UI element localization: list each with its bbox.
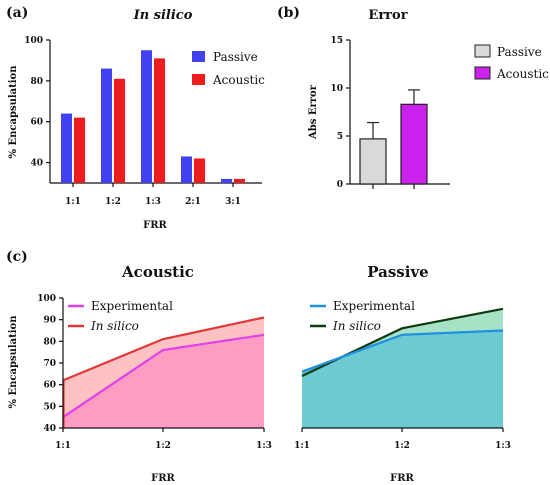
bar-passive-1-1 [61, 113, 72, 183]
legend-swatch-passive-b [474, 44, 491, 58]
bar-passive-1-2 [101, 68, 112, 183]
panel-a-y-tick-label: 40 [30, 159, 43, 169]
legend-swatch-acoustic-b [474, 66, 491, 80]
panel-c-right-line-experimental [301, 329, 504, 373]
panel-b-y-tick-label: 0 [337, 180, 343, 190]
panel-a-label: (a) [6, 5, 28, 21]
panel-b-title: Error [368, 8, 407, 23]
legend-label-passive: Passive [213, 50, 258, 64]
bar-acoustic-1-2 [114, 78, 125, 183]
legend-label-acoustic-b: Acoustic [496, 67, 549, 81]
panel-c-right-x-label: FRR [390, 473, 414, 484]
panel-a-y-label: % Encapsulation [8, 65, 19, 159]
panel-c-y-tick-label: 70 [43, 359, 56, 369]
bar-acoustic-2-1 [194, 158, 205, 183]
legend-label-passive-b: Passive [497, 45, 542, 59]
panel-c-left-legend: Experimental In silico [68, 299, 173, 333]
panel-c-y-label: % Encapsulation [8, 315, 19, 409]
legend-label-acoustic: Acoustic [212, 73, 265, 87]
panel-c-left-x-label: FRR [151, 473, 175, 484]
panel-c-y-tick-label: 80 [43, 337, 56, 347]
panel-b-y-tick-label: 10 [330, 84, 343, 94]
panel-a-x-tick-label: 1:3 [145, 197, 161, 207]
panel-c-right-legend: Experimental In silico [310, 299, 415, 333]
bar-acoustic-3-1 [234, 178, 245, 183]
legend-label-experimental-left: Experimental [91, 299, 173, 313]
panel-c-left-line-in-silico [62, 316, 265, 382]
panel-a-x-tick-label: 1:2 [105, 197, 121, 207]
panel-c-right-x-tick-label: 1:2 [394, 441, 410, 451]
panel-b-y-tick-label: 15 [330, 36, 343, 46]
panel-c: (c) Acoustic Passive % Encapsulation 40 5… [6, 249, 511, 484]
panel-a-y-tick-label: 80 [30, 77, 43, 87]
bar-acoustic-1-1 [74, 117, 85, 183]
panel-a-y-tick-label: 60 [30, 118, 43, 128]
legend-label-insilico-right: In silico [332, 319, 381, 333]
panel-c-label: (c) [6, 249, 28, 265]
panel-a-x-tick-label: 1:1 [65, 197, 81, 207]
panel-c-y-tick-label: 60 [43, 381, 56, 391]
bar-acoustic-1-3 [154, 58, 165, 184]
panel-a-x-tick-label: 3:1 [225, 197, 241, 207]
bar-passive-error [359, 138, 387, 185]
panel-c-left-area-experimental [63, 334, 264, 428]
panel-c-right-area-experimental [302, 330, 503, 428]
bar-passive-1-3 [141, 50, 152, 183]
panel-c-y-tick-label: 90 [43, 316, 56, 326]
panel-c-left-line-experimental [62, 333, 265, 419]
bar-passive-2-1 [181, 156, 192, 183]
panel-c-y-tick-label: 50 [43, 402, 56, 412]
panel-c-left-x-tick-label: 1:2 [155, 441, 171, 451]
panel-a-x-label: FRR [143, 220, 167, 231]
bar-acoustic-error [400, 103, 428, 185]
legend-label-experimental-right: Experimental [333, 299, 415, 313]
panel-a-y-tick-label: 100 [24, 36, 43, 46]
panel-c-right-title: Passive [367, 263, 428, 281]
legend-swatch-passive [192, 51, 205, 62]
panel-a-title: In silico [133, 8, 193, 23]
panel-c-right-x-tick-label: 1:3 [495, 441, 511, 451]
panel-c-right-x-tick-label: 1:1 [294, 441, 310, 451]
panel-b-label: (b) [277, 5, 300, 21]
legend-label-insilico-left: In silico [90, 319, 139, 333]
panel-a: (a) In silico % Encapsulation FRR 40 60 80… [6, 5, 265, 231]
panel-c-left-title: Acoustic [121, 263, 194, 281]
panel-c-y-tick-label: 100 [37, 294, 56, 304]
bar-passive-3-1 [221, 178, 232, 183]
panel-a-x-tick-label: 2:1 [185, 197, 201, 207]
panel-c-left-x-tick-label: 1:1 [55, 441, 71, 451]
legend-swatch-acoustic [192, 74, 205, 85]
panel-b-legend: Passive Acoustic [474, 44, 549, 81]
panel-c-left-x-tick-label: 1:3 [256, 441, 272, 451]
panel-b-y-label: Abs Error [308, 84, 319, 140]
panel-b: (b) Error Abs Error 0 5 10 15 Passive Acous… [277, 5, 549, 190]
panel-a-legend: Passive Acoustic [192, 50, 265, 87]
panel-c-y-tick-label: 40 [43, 424, 56, 434]
panel-b-y-tick-label: 5 [337, 132, 343, 142]
